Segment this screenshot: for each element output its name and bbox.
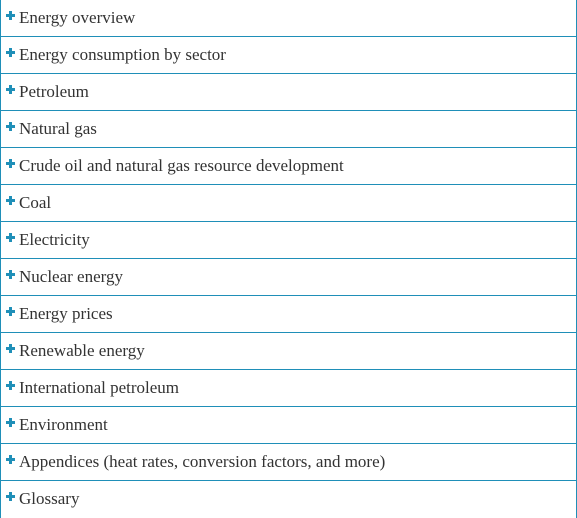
- plus-icon: [6, 270, 15, 279]
- accordion-item-electricity[interactable]: Electricity: [1, 222, 576, 259]
- accordion-item-label: International petroleum: [19, 378, 179, 398]
- plus-icon: [6, 381, 15, 390]
- accordion-item-international-petroleum[interactable]: International petroleum: [1, 370, 576, 407]
- accordion-item-label: Environment: [19, 415, 108, 435]
- accordion-item-glossary[interactable]: Glossary: [1, 481, 576, 518]
- accordion-item-label: Energy prices: [19, 304, 113, 324]
- accordion-item-energy-consumption-by-sector[interactable]: Energy consumption by sector: [1, 37, 576, 74]
- plus-icon: [6, 492, 15, 501]
- accordion-item-renewable-energy[interactable]: Renewable energy: [1, 333, 576, 370]
- plus-icon: [6, 344, 15, 353]
- accordion-item-label: Renewable energy: [19, 341, 145, 361]
- accordion-item-crude-oil-resource-development[interactable]: Crude oil and natural gas resource devel…: [1, 148, 576, 185]
- accordion-item-energy-prices[interactable]: Energy prices: [1, 296, 576, 333]
- plus-icon: [6, 159, 15, 168]
- accordion-item-label: Electricity: [19, 230, 90, 250]
- plus-icon: [6, 307, 15, 316]
- accordion-item-energy-overview[interactable]: Energy overview: [1, 0, 576, 37]
- accordion-item-label: Appendices (heat rates, conversion facto…: [19, 452, 385, 472]
- plus-icon: [6, 48, 15, 57]
- plus-icon: [6, 11, 15, 20]
- accordion-item-label: Energy consumption by sector: [19, 45, 226, 65]
- accordion-item-label: Glossary: [19, 489, 79, 509]
- plus-icon: [6, 85, 15, 94]
- accordion-item-natural-gas[interactable]: Natural gas: [1, 111, 576, 148]
- accordion-item-appendices[interactable]: Appendices (heat rates, conversion facto…: [1, 444, 576, 481]
- plus-icon: [6, 418, 15, 427]
- accordion-item-petroleum[interactable]: Petroleum: [1, 74, 576, 111]
- plus-icon: [6, 233, 15, 242]
- accordion-item-label: Natural gas: [19, 119, 97, 139]
- plus-icon: [6, 122, 15, 131]
- accordion-item-label: Coal: [19, 193, 51, 213]
- accordion-item-label: Crude oil and natural gas resource devel…: [19, 156, 344, 176]
- accordion-item-environment[interactable]: Environment: [1, 407, 576, 444]
- accordion-item-label: Petroleum: [19, 82, 89, 102]
- plus-icon: [6, 455, 15, 464]
- plus-icon: [6, 196, 15, 205]
- accordion-item-coal[interactable]: Coal: [1, 185, 576, 222]
- accordion-item-nuclear-energy[interactable]: Nuclear energy: [1, 259, 576, 296]
- accordion-item-label: Energy overview: [19, 8, 135, 28]
- accordion-item-label: Nuclear energy: [19, 267, 123, 287]
